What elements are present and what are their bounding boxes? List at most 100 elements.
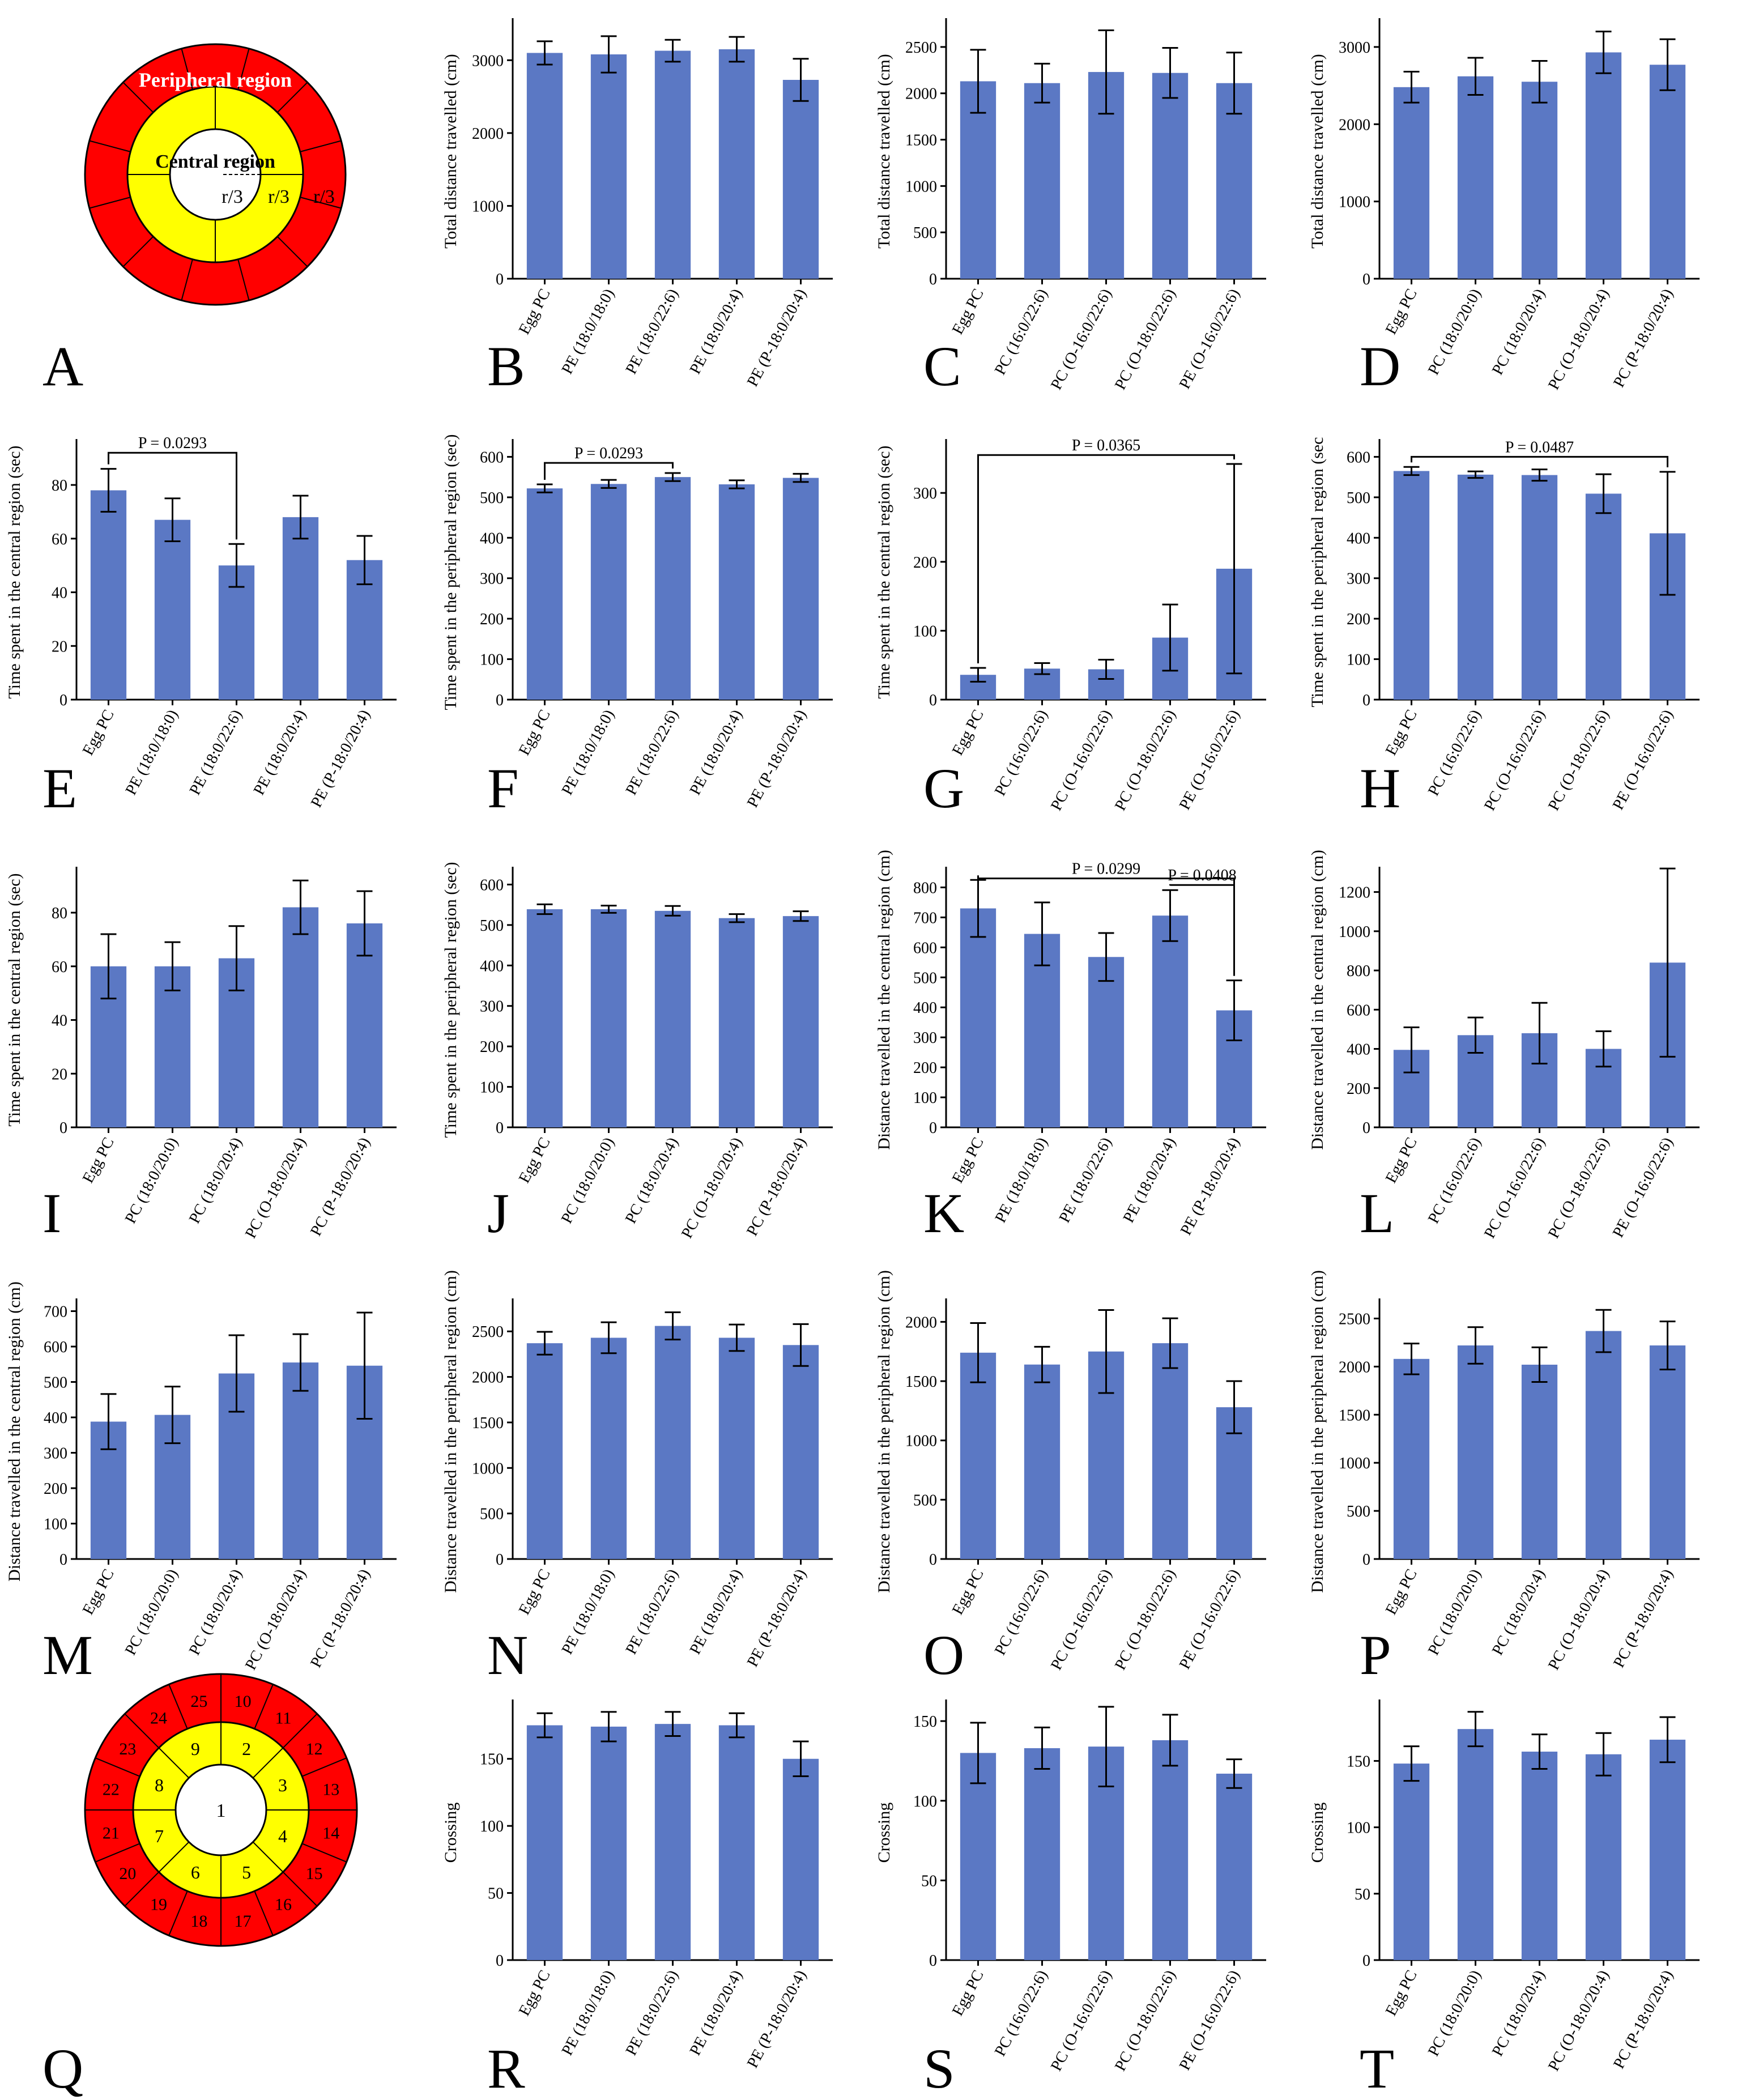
- y-tick-label: 400: [1347, 530, 1370, 547]
- y-tick-label: 700: [913, 909, 937, 927]
- bar-3: [654, 1724, 691, 1960]
- bar-1: [1393, 87, 1430, 279]
- bar-1: [960, 1753, 997, 1960]
- significance-label: P = 0.0293: [574, 445, 643, 462]
- bar-2: [1024, 83, 1061, 279]
- y-tick-label: 0: [1362, 1952, 1370, 1970]
- outer-divider: [300, 197, 342, 209]
- y-tick-label: 2500: [905, 39, 937, 57]
- zone-label-outer: 16: [275, 1895, 292, 1914]
- inner-zone-divider: [158, 1747, 190, 1779]
- y-tick-label: 600: [480, 449, 504, 466]
- outer-divider: [122, 236, 154, 267]
- y-tick-label: 200: [1347, 1080, 1370, 1098]
- zone-label-1: 1: [216, 1800, 226, 1821]
- panel-letter-t: T: [1360, 2037, 1394, 2100]
- y-tick-label: 300: [1347, 570, 1370, 588]
- radius-label-outer: r/3: [313, 186, 335, 207]
- y-tick-label: 60: [52, 959, 67, 976]
- panel-letter-k: K: [923, 1182, 964, 1245]
- numbered-zones-diagram-q: 2345678910111213141516171819202122232425…: [84, 1673, 358, 1947]
- y-tick-label: 0: [929, 1551, 937, 1569]
- panel-letter-i: I: [42, 1182, 61, 1245]
- y-tick-label: 2500: [472, 1323, 504, 1341]
- y-tick-label: 200: [913, 554, 937, 572]
- y-axis-label: Distance travelled in the central region…: [875, 850, 893, 1150]
- bar-1: [526, 1343, 563, 1559]
- y-tick-label: 600: [480, 876, 504, 894]
- outer-divider: [122, 82, 154, 113]
- inner-zone-divider: [252, 1841, 284, 1873]
- y-tick-label: 100: [1347, 1820, 1370, 1837]
- y-axis-label: Distance travelled in the central region…: [5, 1281, 24, 1582]
- y-tick-label: 150: [1347, 1753, 1370, 1770]
- bar-2: [1457, 1729, 1494, 1960]
- bar-5: [1216, 83, 1253, 279]
- y-tick-label: 0: [496, 271, 504, 288]
- bar-5: [782, 1345, 819, 1559]
- bar-2: [154, 966, 191, 1127]
- y-tick-label: 400: [44, 1409, 67, 1427]
- bar-3: [654, 50, 691, 279]
- bar-5: [782, 916, 819, 1127]
- y-axis-label: Distance travelled in the central region…: [1308, 850, 1327, 1150]
- y-tick-label: 400: [480, 530, 504, 547]
- outer-divider: [181, 48, 193, 90]
- y-tick-label: 1500: [905, 1373, 937, 1391]
- outer-zone-divider: [95, 1843, 140, 1863]
- y-tick-label: 400: [480, 957, 504, 975]
- bar-5: [1216, 1773, 1253, 1960]
- bar-3: [1521, 475, 1558, 700]
- y-tick-label: 0: [59, 1119, 67, 1137]
- bar-5: [1649, 65, 1686, 279]
- panel-letter-b: B: [487, 335, 525, 398]
- zone-label-outer: 15: [306, 1864, 323, 1883]
- y-tick-label: 0: [929, 271, 937, 288]
- significance-label: P = 0.0299: [1072, 861, 1140, 878]
- panel-letter-q: Q: [42, 2037, 83, 2100]
- panel-letter-m: M: [42, 1624, 93, 1686]
- y-tick-label: 0: [496, 1119, 504, 1137]
- bar-3: [654, 910, 691, 1127]
- y-tick-label: 0: [496, 1952, 504, 1970]
- outer-divider: [276, 82, 308, 113]
- inner-zone-divider: [252, 1747, 284, 1779]
- y-tick-label: 50: [488, 1885, 504, 1903]
- panel-letters: A B C D E F G H I J K L M N O P Q R S T: [42, 335, 1400, 2100]
- y-tick-label: 60: [52, 531, 67, 548]
- y-tick-label: 40: [52, 585, 67, 602]
- y-axis-label: Total distance travelled (cm): [441, 54, 460, 249]
- bar-4: [718, 49, 755, 279]
- y-axis-label: Time spent in the central region (sec): [5, 873, 24, 1126]
- radius-label-middle: r/3: [268, 186, 289, 207]
- bar-4: [1585, 1754, 1622, 1960]
- y-tick-label: 500: [913, 1492, 937, 1509]
- y-tick-label: 1000: [472, 198, 504, 215]
- y-tick-label: 200: [44, 1480, 67, 1498]
- y-tick-label: 200: [913, 1059, 937, 1077]
- y-tick-label: 800: [1347, 962, 1370, 980]
- bar-2: [1457, 1345, 1494, 1559]
- zone-label-outer: 22: [103, 1780, 120, 1799]
- bar-5: [346, 923, 383, 1127]
- zone-label-inner: 3: [278, 1775, 287, 1795]
- panel-letter-f: F: [487, 757, 519, 820]
- y-tick-label: 0: [1362, 1551, 1370, 1569]
- y-tick-label: 3000: [472, 52, 504, 70]
- y-tick-label: 500: [44, 1374, 67, 1392]
- bar-1: [960, 81, 997, 279]
- y-tick-label: 500: [913, 224, 937, 242]
- bar-3: [1088, 957, 1125, 1127]
- outer-zone-divider: [168, 1890, 188, 1936]
- significance-bracket: [1411, 455, 1668, 467]
- y-tick-label: 600: [913, 939, 937, 957]
- bar-4: [718, 1337, 755, 1559]
- outer-zone-divider: [95, 1757, 140, 1777]
- bar-5: [1649, 1345, 1686, 1559]
- zone-label-outer: 14: [322, 1824, 339, 1843]
- bar-1: [960, 908, 997, 1127]
- outer-divider: [300, 140, 342, 152]
- y-axis-label: Crossing: [875, 1803, 893, 1863]
